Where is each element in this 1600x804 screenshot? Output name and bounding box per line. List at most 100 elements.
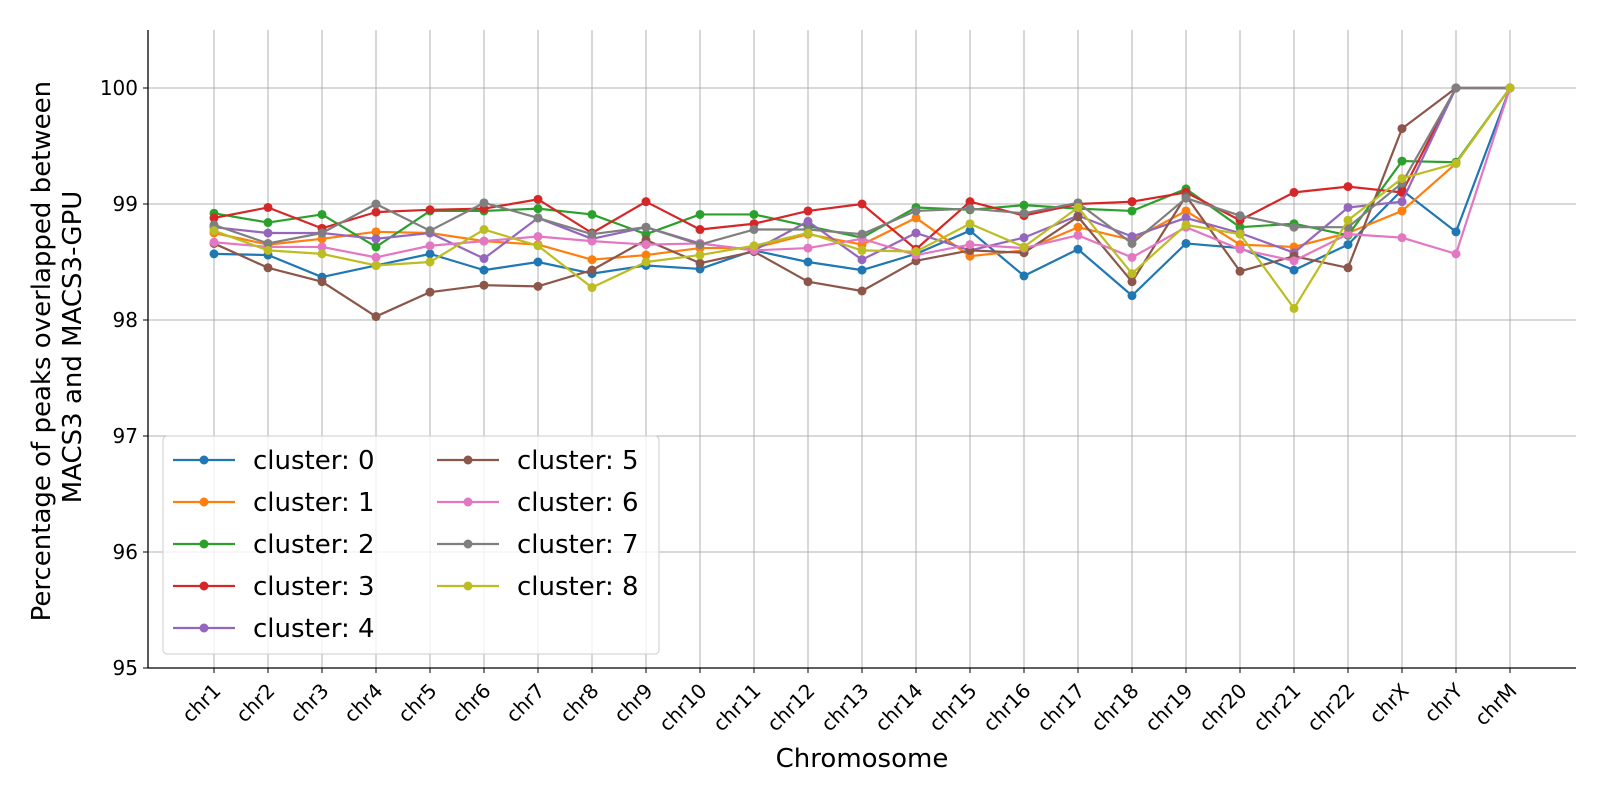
y-tick-label: 96 xyxy=(113,540,138,564)
x-tick-label: chr10 xyxy=(654,679,712,737)
data-point xyxy=(1019,200,1029,210)
data-point xyxy=(1289,303,1299,313)
data-point xyxy=(749,225,759,235)
data-point xyxy=(1181,220,1191,230)
legend: cluster: 0 cluster: 1 cluster: 2 cluster: 3… xyxy=(162,435,660,655)
data-point xyxy=(317,249,327,259)
data-point xyxy=(1343,182,1353,192)
data-point xyxy=(1289,265,1299,275)
data-point xyxy=(317,242,327,252)
x-tick-label: chr17 xyxy=(1032,679,1090,737)
data-point xyxy=(1451,227,1461,237)
data-point xyxy=(965,226,975,236)
y-tick-label: 95 xyxy=(113,656,138,680)
data-point xyxy=(533,204,543,214)
y-tick-label: 98 xyxy=(113,308,138,332)
data-point xyxy=(1073,244,1083,254)
data-point xyxy=(641,240,651,250)
x-axis-label: Chromosome xyxy=(776,744,949,774)
data-point xyxy=(209,226,219,236)
data-point xyxy=(1019,242,1029,252)
legend-label: cluster: 4 xyxy=(253,614,375,644)
data-point xyxy=(425,257,435,267)
data-point xyxy=(1343,240,1353,250)
y-axis-label: Percentage of peaks overlapped between M… xyxy=(27,73,88,622)
data-point xyxy=(479,198,489,208)
legend-label: cluster: 3 xyxy=(253,572,375,602)
data-point xyxy=(479,280,489,290)
legend-item: cluster: 8 xyxy=(437,572,639,602)
data-point xyxy=(1235,229,1245,239)
x-tick-label: chr22 xyxy=(1302,679,1360,737)
data-point xyxy=(263,238,273,248)
legend-label: cluster: 2 xyxy=(253,530,375,560)
data-point xyxy=(803,243,813,253)
legend-swatch-marker xyxy=(199,539,209,549)
y-axis-label-line-2: MACS3 and MACS3-GPU xyxy=(58,191,88,504)
data-point xyxy=(1181,213,1191,223)
data-point xyxy=(965,219,975,229)
data-point xyxy=(587,229,597,239)
legend-item: cluster: 5 xyxy=(437,446,639,476)
data-point xyxy=(1343,229,1353,239)
data-point xyxy=(263,228,273,238)
data-point xyxy=(587,209,597,219)
data-point xyxy=(857,265,867,275)
data-point xyxy=(857,255,867,265)
data-point xyxy=(803,228,813,238)
data-point xyxy=(1397,233,1407,243)
x-tick-label: chr2 xyxy=(231,679,280,728)
grid-layer xyxy=(148,30,1576,669)
x-tick-label: chr11 xyxy=(708,679,766,737)
legend-label: cluster: 1 xyxy=(253,488,375,518)
legend-label: cluster: 6 xyxy=(517,488,639,518)
data-point xyxy=(1451,158,1461,168)
data-point xyxy=(1343,202,1353,212)
legend-label: cluster: 5 xyxy=(517,446,639,476)
y-axis-label-line-1: Percentage of peaks overlapped between xyxy=(27,81,57,622)
data-point xyxy=(1073,202,1083,212)
data-point xyxy=(425,287,435,297)
x-tick-label: chr21 xyxy=(1248,679,1306,737)
legend-item: cluster: 1 xyxy=(173,488,375,518)
legend-item: cluster: 4 xyxy=(173,614,375,644)
data-point xyxy=(533,257,543,267)
legend-item: cluster: 0 xyxy=(173,446,375,476)
data-point xyxy=(1505,83,1515,93)
data-point xyxy=(425,241,435,251)
legend-swatch-marker xyxy=(463,539,473,549)
data-point xyxy=(803,216,813,226)
legend-swatch-marker xyxy=(199,455,209,465)
data-point xyxy=(317,228,327,238)
legend-item: cluster: 6 xyxy=(437,488,639,518)
data-point xyxy=(1289,256,1299,266)
data-point xyxy=(371,227,381,237)
data-point xyxy=(1127,277,1137,287)
data-point xyxy=(425,205,435,215)
data-point xyxy=(533,241,543,251)
data-point xyxy=(803,206,813,216)
data-point xyxy=(1343,263,1353,273)
data-point xyxy=(587,283,597,293)
data-point xyxy=(263,263,273,273)
legend-label: cluster: 0 xyxy=(253,446,375,476)
data-point xyxy=(1181,238,1191,248)
data-point xyxy=(1127,197,1137,207)
data-point xyxy=(479,265,489,275)
data-point xyxy=(857,229,867,239)
data-point xyxy=(1181,206,1191,216)
data-point xyxy=(1127,269,1137,279)
data-point xyxy=(857,286,867,296)
data-point xyxy=(857,199,867,209)
data-point xyxy=(1397,206,1407,216)
data-point xyxy=(533,231,543,241)
data-point xyxy=(1127,291,1137,301)
legend-swatch-marker xyxy=(463,581,473,591)
data-point xyxy=(1451,249,1461,259)
data-point xyxy=(1127,252,1137,262)
data-point xyxy=(371,199,381,209)
data-point xyxy=(1235,266,1245,276)
data-point xyxy=(371,260,381,270)
data-point xyxy=(749,209,759,219)
y-tick-label: 99 xyxy=(113,192,138,216)
